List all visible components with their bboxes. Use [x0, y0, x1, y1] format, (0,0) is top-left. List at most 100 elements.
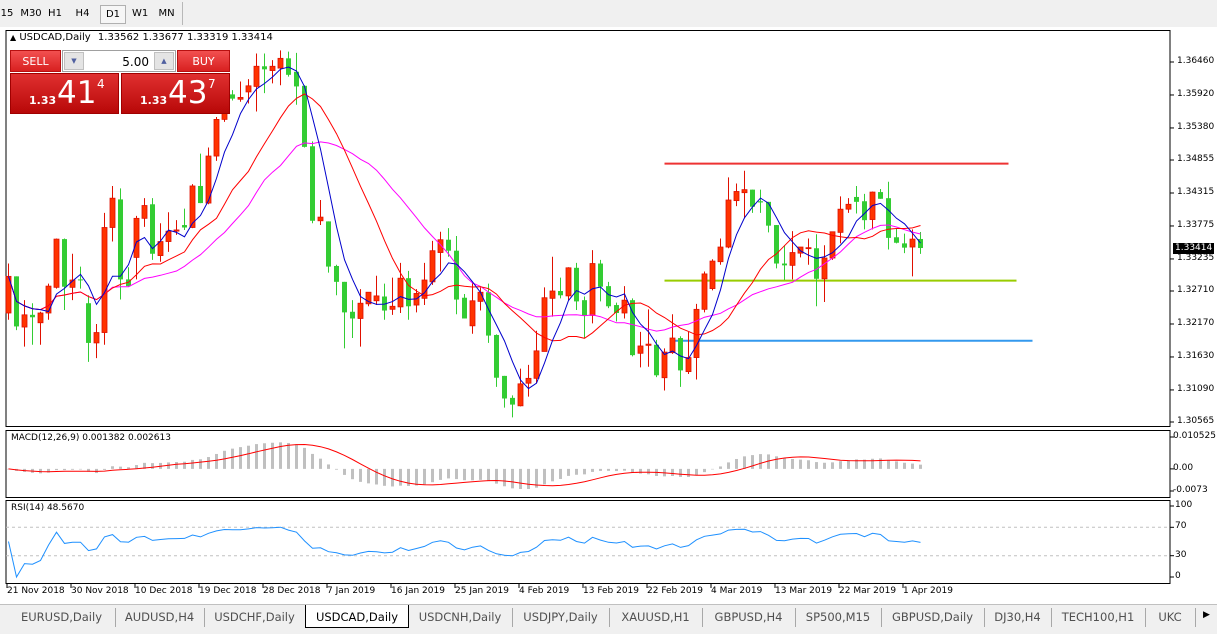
timeframe-h4[interactable]: H4: [75, 8, 90, 19]
chart-tab[interactable]: USDJPY,Daily: [512, 608, 610, 627]
timeframe-d1[interactable]: D1: [100, 5, 126, 24]
macd-histogram-bar: [127, 467, 130, 469]
candle: [205, 147, 212, 205]
scroll-right-icon[interactable]: ▶: [1203, 610, 1210, 620]
chart-window[interactable]: [0, 27, 1217, 604]
chart-tab[interactable]: UKC: [1145, 608, 1196, 627]
timeframe-w1[interactable]: W1: [132, 8, 149, 19]
candle: [350, 300, 355, 339]
macd-histogram-bar: [71, 468, 74, 470]
candle: [886, 181, 891, 250]
candle: [814, 234, 819, 307]
macd-histogram-bar: [351, 468, 354, 480]
candle: [5, 263, 12, 320]
candle: [598, 259, 603, 302]
candle-body: [862, 201, 867, 221]
lot-size-stepper[interactable]: ▼ ▲: [62, 50, 176, 73]
candle-body: [837, 208, 844, 233]
candle: [766, 201, 771, 233]
increase-lot-button[interactable]: ▲: [154, 52, 174, 70]
price-tick-label: 1.34855: [1177, 154, 1215, 164]
chart-tab[interactable]: GBPUSD,H4: [702, 608, 796, 627]
candle: [630, 298, 635, 357]
price-tick-label: 1.30565: [1177, 416, 1215, 426]
chart-tab[interactable]: USDCNH,Daily: [408, 608, 513, 627]
date-tick-label: 13 Feb 2019: [583, 586, 640, 596]
macd-histogram-bar: [183, 461, 186, 469]
macd-histogram-bar: [271, 442, 274, 469]
decrease-lot-button[interactable]: ▼: [64, 52, 84, 70]
candle-body: [645, 343, 652, 346]
candle-body: [205, 155, 212, 204]
macd-histogram-bar: [151, 463, 154, 469]
candle-body: [669, 337, 676, 354]
candle-body: [437, 239, 444, 253]
candle: [437, 231, 444, 272]
buy-button[interactable]: BUY: [177, 50, 230, 72]
chart-tab[interactable]: EURUSD,Daily: [8, 608, 116, 627]
macd-histogram-bar: [799, 459, 802, 469]
candle: [782, 245, 787, 281]
macd-histogram-bar: [903, 462, 906, 469]
macd-histogram-bar: [239, 447, 242, 469]
macd-histogram-bar: [287, 442, 290, 469]
chart-tab[interactable]: GBPUSD,Daily: [881, 608, 985, 627]
candle: [805, 238, 812, 265]
candle-body: [741, 189, 748, 194]
price-tick-label: 1.35380: [1177, 121, 1215, 132]
chart-tab[interactable]: DJ30,H4: [984, 608, 1052, 627]
chart-tab[interactable]: XAUUSD,H1: [609, 608, 703, 627]
macd-histogram-bar: [103, 468, 106, 470]
candle: [342, 281, 347, 349]
candle-body: [469, 300, 476, 327]
candle-body: [886, 198, 891, 238]
chart-tab[interactable]: USDCHF,Daily: [204, 608, 306, 627]
lot-size-input[interactable]: [85, 51, 153, 73]
chart-tab[interactable]: SP500,M15: [795, 608, 882, 627]
macd-histogram-bar: [847, 460, 850, 469]
candle: [62, 238, 67, 310]
candle-body: [157, 241, 164, 256]
rsi-panel-frame: [5, 500, 1171, 584]
candle-body: [918, 238, 923, 249]
candle-body: [678, 338, 683, 371]
candle-body: [541, 297, 548, 352]
macd-tick-label: 0.00: [1173, 462, 1194, 473]
candle: [741, 170, 748, 219]
macd-histogram-bar: [535, 468, 538, 488]
candle: [21, 300, 28, 347]
chart-tab[interactable]: USDCAD,Daily: [305, 605, 409, 628]
candle-body: [805, 247, 812, 250]
candle-body: [45, 285, 52, 314]
candle: [45, 283, 52, 320]
timeframe-toolbar: 15 M30 H1 H4 D1 W1 MN: [0, 0, 1217, 28]
candle-body: [525, 377, 532, 384]
timeframe-15[interactable]: 15: [0, 8, 14, 19]
chart-tab[interactable]: AUDUSD,H4: [115, 608, 205, 627]
buy-price-box[interactable]: 1.33 43 7: [121, 73, 230, 114]
sell-button[interactable]: SELL: [10, 50, 61, 72]
chart-tab[interactable]: TECH100,H1: [1051, 608, 1146, 627]
macd-histogram-bar: [375, 468, 378, 485]
timeframe-h1[interactable]: H1: [48, 8, 62, 19]
candle: [165, 212, 172, 252]
chart-title: ▲ USDCAD,Daily 1.33562 1.33677 1.33319 1…: [10, 32, 273, 43]
candle: [317, 200, 324, 226]
candle: [406, 270, 411, 320]
candle: [126, 267, 131, 287]
sell-price-pips: 41: [57, 75, 97, 111]
candle-body: [150, 204, 155, 254]
sell-price-box[interactable]: 1.33 41 4: [10, 73, 119, 114]
candle-body: [118, 199, 123, 280]
timeframe-m30[interactable]: M30: [20, 8, 42, 19]
macd-histogram-bar: [871, 458, 874, 469]
candle: [645, 309, 652, 367]
ohlc-values: 1.33562 1.33677 1.33319 1.33414: [97, 32, 273, 43]
candle: [565, 267, 572, 301]
buy-price-pips: 43: [168, 75, 208, 111]
rsi-tick-label: 100: [1175, 500, 1193, 510]
collapse-arrow-icon[interactable]: ▲: [10, 33, 17, 42]
candle-body: [101, 227, 108, 333]
timeframe-mn[interactable]: MN: [158, 8, 175, 19]
candle-body: [614, 305, 619, 313]
